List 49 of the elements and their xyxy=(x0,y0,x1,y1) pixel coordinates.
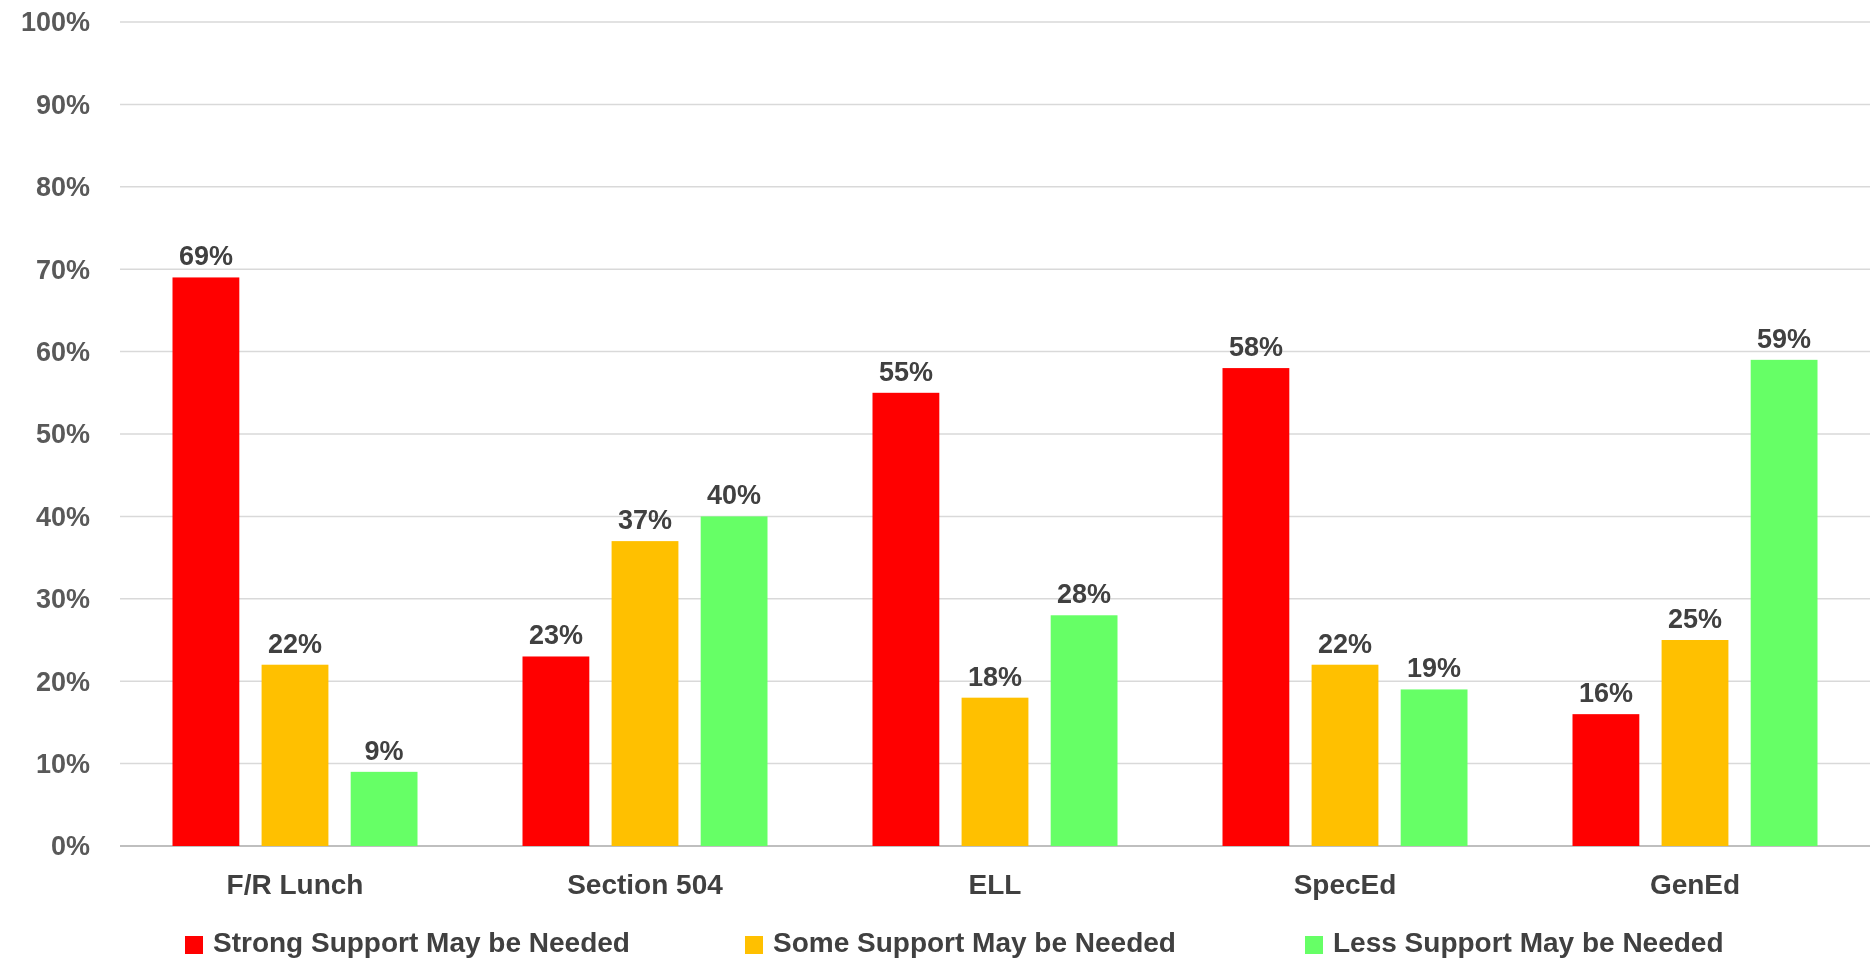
data-label: 19% xyxy=(1407,653,1462,684)
x-tick-label: Section 504 xyxy=(567,869,724,900)
data-label: 40% xyxy=(707,480,762,511)
y-tick-label: 30% xyxy=(35,584,90,615)
bar xyxy=(350,771,418,846)
bar xyxy=(611,541,679,846)
y-tick-label: 40% xyxy=(35,501,90,532)
x-tick-label: ELL xyxy=(968,869,1022,900)
data-label: 18% xyxy=(967,661,1023,692)
data-label: 22% xyxy=(267,628,323,659)
x-tick-label: F/R Lunch xyxy=(226,869,364,900)
bar xyxy=(1222,368,1290,846)
legend-label: Some Support May be Needed xyxy=(773,927,1176,958)
y-tick-label: 100% xyxy=(20,7,90,38)
bar xyxy=(1050,615,1118,846)
bar xyxy=(1661,640,1729,846)
data-label: 69% xyxy=(178,241,233,272)
bar xyxy=(1572,714,1640,846)
x-tick-label: SpecEd xyxy=(1293,869,1397,900)
x-tick-label: GenEd xyxy=(1649,869,1741,900)
y-tick-label: 80% xyxy=(35,172,90,203)
y-tick-label: 10% xyxy=(35,749,90,780)
data-label: 9% xyxy=(364,735,404,766)
legend-label: Strong Support May be Needed xyxy=(213,927,630,958)
bar xyxy=(172,277,240,846)
data-label: 55% xyxy=(878,356,933,387)
bar xyxy=(261,664,329,846)
data-label: 37% xyxy=(617,505,673,536)
legend-label: Less Support May be Needed xyxy=(1333,927,1724,958)
y-tick-label: 20% xyxy=(35,666,90,697)
y-tick-label: 50% xyxy=(35,419,90,450)
data-label: 58% xyxy=(1228,332,1283,363)
bar xyxy=(1400,689,1468,846)
y-tick-label: 0% xyxy=(50,831,90,862)
bar xyxy=(961,697,1029,846)
data-label: 22% xyxy=(1317,628,1373,659)
data-label: 28% xyxy=(1057,579,1112,610)
y-tick-label: 60% xyxy=(35,337,90,368)
data-label: 59% xyxy=(1757,323,1812,354)
data-label: 25% xyxy=(1667,604,1723,634)
data-label: 23% xyxy=(528,620,583,651)
bar xyxy=(522,656,590,846)
bar xyxy=(1311,664,1379,846)
data-label: 16% xyxy=(1578,678,1633,709)
bar xyxy=(872,392,940,846)
y-tick-label: 90% xyxy=(35,89,90,120)
y-tick-label: 70% xyxy=(35,254,90,285)
bar xyxy=(1750,359,1818,846)
bar xyxy=(700,516,768,846)
